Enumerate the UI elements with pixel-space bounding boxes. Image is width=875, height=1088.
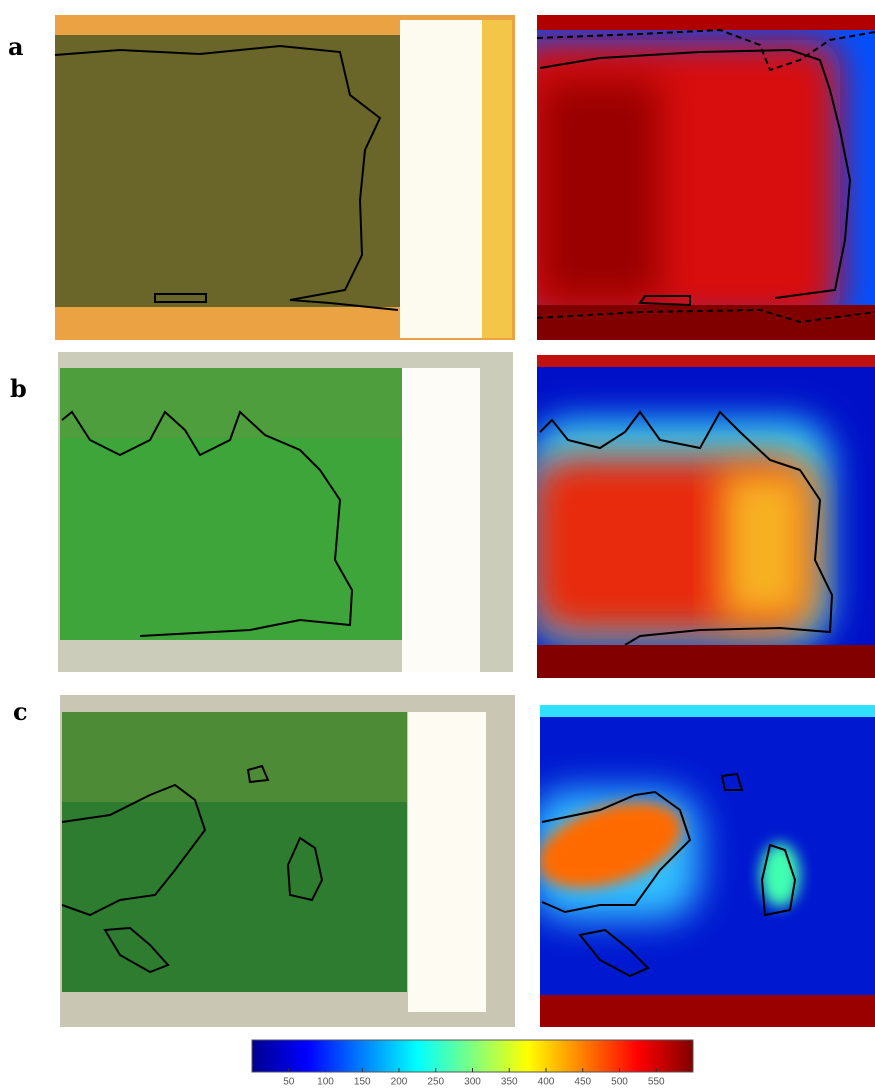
tick-label: 350: [501, 1077, 518, 1088]
contour-dashed: [536, 28, 875, 324]
contour: [541, 772, 797, 978]
tick-label: 100: [317, 1077, 334, 1088]
colorbar: 50 100 150 200 250 300 350 400 450 500 550: [251, 1039, 694, 1088]
tick-label: 200: [391, 1077, 408, 1088]
contour: [539, 48, 852, 307]
tick-label: 550: [648, 1077, 665, 1088]
photo-strip: [400, 20, 482, 338]
photo-band: [60, 368, 402, 438]
photo-strip: [408, 712, 486, 1012]
contour: [54, 44, 399, 311]
tick-label: 500: [611, 1077, 628, 1088]
heatmap: [537, 15, 875, 340]
tick-label: 400: [538, 1077, 555, 1088]
heatmap: [537, 355, 875, 678]
photo-plate: [55, 35, 400, 307]
panel-label: a: [8, 32, 24, 61]
contour: [61, 764, 324, 974]
panel-a: a: [8, 15, 875, 340]
tick-label: 300: [464, 1077, 481, 1088]
panel-label: c: [13, 697, 28, 726]
colorbar-scale: [251, 1039, 694, 1073]
contour: [61, 410, 354, 637]
photo-band: [62, 712, 407, 802]
panel-b: b: [10, 352, 875, 678]
panel-label: b: [10, 374, 27, 403]
panel-c: c: [13, 695, 875, 1027]
tick-label: 50: [283, 1077, 295, 1088]
heatmap: [540, 705, 875, 1027]
tick-label: 250: [427, 1077, 444, 1088]
photo-strip: [402, 368, 480, 672]
contour: [539, 410, 834, 646]
tick-label: 150: [354, 1077, 371, 1088]
photo-edge: [482, 20, 512, 338]
tick-label: 450: [574, 1077, 591, 1088]
